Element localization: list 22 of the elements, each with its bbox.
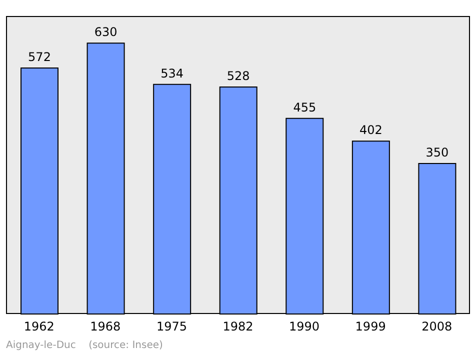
data-label: 528 [226, 68, 250, 83]
bar [20, 68, 58, 314]
bar [153, 84, 192, 314]
data-label: 350 [426, 145, 449, 160]
x-tick-label: 1962 [24, 320, 54, 334]
data-label: 572 [28, 50, 51, 64]
bar [418, 162, 456, 314]
x-tick-label: 1999 [355, 320, 386, 334]
bar [352, 140, 390, 314]
bar [86, 42, 125, 314]
data-label: 534 [160, 66, 184, 80]
bar [286, 118, 324, 314]
data-label: 630 [94, 25, 118, 40]
x-tick-label: 2008 [422, 320, 452, 334]
x-tick-label: 1968 [90, 320, 121, 334]
text: Aignay-le-Duc (source: Insee) [6, 340, 163, 351]
bar [219, 86, 258, 314]
data-label: 402 [359, 123, 382, 138]
x-tick-label: 1982 [222, 320, 254, 334]
data-label: 455 [293, 100, 316, 114]
x-tick-label: 1975 [156, 320, 187, 334]
x-tick-label: 1990 [289, 320, 320, 334]
